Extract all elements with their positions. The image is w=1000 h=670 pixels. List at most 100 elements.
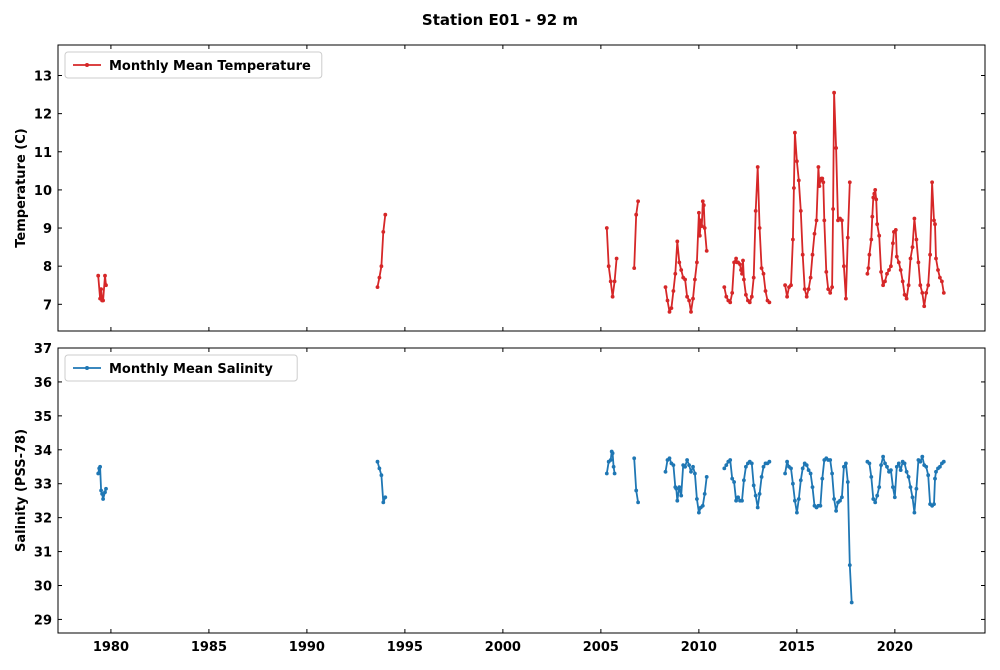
temperature-data-point [753,209,758,213]
temperature-data-point [755,165,760,169]
temperature-data-point [924,291,929,295]
salinity-data-point [828,458,833,462]
temperature-data-point [908,256,913,261]
salinity-ytick-label: 35 [34,410,52,425]
salinity-data-point [834,509,838,513]
temperature-data-point [933,222,937,227]
salinity-panel: 29 30 31 32 33 34 35 36 37 1980 1985 1990 1995 2000 20… [14,342,986,655]
temperature-data-point [870,214,875,219]
temperature-data-point [697,233,702,238]
temperature-data-point [881,283,885,288]
salinity-data-point [902,461,907,466]
temperature-data-point [734,256,738,261]
salinity-data-point [671,463,676,467]
salinity-legend-marker [85,366,89,370]
salinity-data-point [761,464,766,469]
temperature-data-point [612,279,617,284]
salinity-ytick-label: 30 [34,580,52,595]
temperature-data-point [699,224,704,229]
temperature-legend-box [64,51,323,79]
temperature-data-point [700,199,705,204]
salinity-data-point [810,485,815,489]
salinity-data-point [612,471,617,476]
salinity-data-point [753,493,758,498]
temperature-data-point [722,285,727,289]
temperature-data-point [889,264,893,269]
salinity-data-point [847,563,852,567]
temperature-data-point [785,294,789,299]
temperature-legend: Monthly Mean Temperature [64,51,323,79]
salinity-xtick-label: 1995 [387,640,423,655]
salinity-data-point [734,498,738,503]
temperature-data-point [634,212,639,217]
temperature-ytick-label: 7 [43,298,52,313]
temperature-data-point [757,226,762,230]
temperature-data-point [875,222,880,227]
salinity-data-point [375,459,380,464]
temperature-data-point [920,291,925,295]
temperature-data-point [702,226,707,230]
salinity-data-point [675,498,680,503]
temperature-data-point [873,188,878,192]
salinity-data-point [685,458,689,462]
temperature-data-point [381,230,386,234]
salinity-xtick-label: 2005 [583,640,619,655]
temperature-data-point [814,218,819,223]
temperature-data-point [816,165,821,169]
salinity-data-point [808,471,813,476]
salinity-data-point [934,469,938,474]
temperature-data-point [872,191,877,196]
salinity-data-point [830,471,834,476]
temperature-data-point [606,264,611,269]
temperature-data-point [804,294,809,299]
temperature-data-point [677,260,682,265]
temperature-data-point [608,279,613,284]
salinity-data-point [687,463,691,467]
temperature-data-point [938,275,942,280]
temperature-data-point [632,266,637,270]
salinity-data-point [759,475,764,479]
salinity-axes-frame [57,347,986,634]
salinity-ytick-label: 37 [34,342,52,357]
salinity-data-point [101,497,105,501]
temperature-data-point [663,285,668,289]
salinity-data-point [702,492,707,496]
temperature-data-point [871,195,876,200]
salinity-data-point [796,497,801,501]
salinity-ylabel: Salinity (PSS-78) [14,429,29,552]
temperature-axes-frame [57,44,986,332]
salinity-data-point [663,469,668,474]
temperature-data-point [99,287,103,291]
temperature-data-point [683,277,687,282]
salinity-data-point [832,497,836,501]
temperature-data-point [918,283,923,288]
salinity-data-point [611,464,616,469]
salinity-data-point [912,510,917,515]
salinity-data-point [891,485,895,489]
salinity-data-point [885,464,889,469]
salinity-data-point [740,498,744,503]
temperature-data-point [904,296,909,301]
salinity-data-point [667,456,672,461]
temperature-data-point [898,268,903,272]
temperature-data-point [936,268,940,272]
salinity-data-point [742,478,746,483]
temperature-data-point [930,180,934,185]
temperature-data-point [375,285,380,289]
temperature-data-point [792,186,796,190]
temperature-data-point [932,218,936,223]
temperature-data-point [698,218,703,223]
salinity-data-point [932,502,936,506]
temperature-data-point [379,264,384,269]
temperature-data-point [101,298,105,303]
temperature-data-point [926,283,931,288]
salinity-data-point [749,461,754,466]
salinity-data-point [910,495,915,500]
temperature-data-point [767,300,772,305]
salinity-data-point [883,461,887,466]
salinity-data-point [838,498,842,503]
temperature-data-point [669,306,674,310]
salinity-xtick-label: 1985 [191,640,227,655]
salinity-data-point [906,475,911,479]
temperature-data-point [812,231,817,236]
